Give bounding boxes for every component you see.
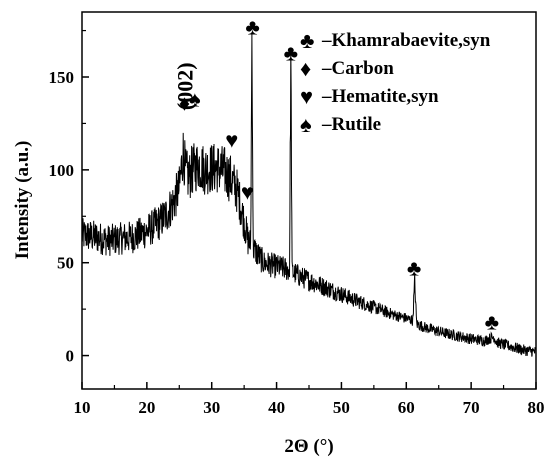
y-tick-label-100: 100 [49,161,75,180]
legend-symbol-hematite: ♥ [300,84,313,109]
legend-label-khamrabaevite: –Khamrabaevite,syn [321,30,491,51]
legend-label-hematite: –Hematite,syn [321,86,439,107]
x-tick-label-30: 30 [203,398,220,417]
annotation-symbol-5: ♣ [245,14,259,39]
x-tick-label-60: 60 [398,398,415,417]
data-layer [81,33,536,357]
annotation-symbol-4: ♥ [241,180,254,205]
tick-layer: 10 20 30 40 50 60 70 80 0 50 100 150 [49,29,545,417]
annotation-symbol-2: ♠ [189,87,201,112]
legend: ♣ –Khamrabaevite,syn ♦ –Carbon ♥ –Hemati… [300,28,491,137]
x-tick-label-10: 10 [74,398,91,417]
annotation-symbol-7: ♣ [407,256,421,281]
x-tick-label-50: 50 [333,398,350,417]
annotation-symbol-8: ♣ [485,310,499,335]
x-tick-label-40: 40 [268,398,285,417]
y-tick-label-150: 150 [49,68,75,87]
y-axis-title: Intensity (a.u.) [12,141,33,260]
legend-symbol-khamrabaevite: ♣ [300,28,314,53]
annotation-label-0: (002) [172,62,197,110]
y-tick-label-50: 50 [57,254,74,273]
annotation-symbol-3: ♥ [225,128,238,153]
legend-symbol-carbon: ♦ [300,56,311,81]
x-tick-label-70: 70 [463,398,480,417]
legend-symbol-rutile: ♠ [300,112,312,137]
legend-label-carbon: –Carbon [321,58,394,79]
annotation-layer: (002)♦♠♥♥♣♣♣♣ [172,14,499,334]
annotation-symbol-1: ♦ [179,90,190,115]
series-line-0 [81,33,536,357]
x-tick-label-20: 20 [138,398,155,417]
legend-label-rutile: –Rutile [321,114,381,135]
x-tick-label-80: 80 [528,398,545,417]
x-axis-title: 2Θ (°) [284,436,333,457]
annotation-symbol-6: ♣ [284,40,298,65]
y-tick-label-0: 0 [66,347,75,366]
